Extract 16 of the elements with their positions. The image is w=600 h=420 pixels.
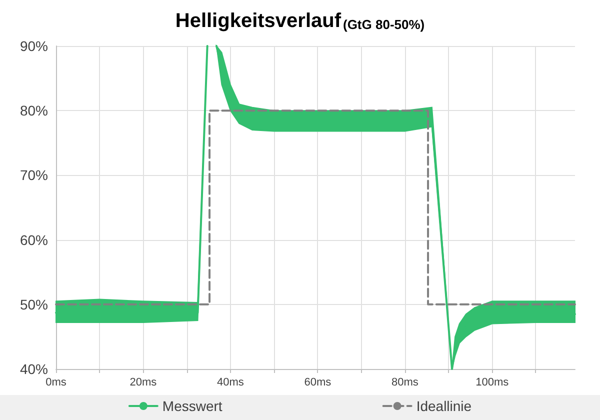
- legend-label: Ideallinie: [416, 398, 472, 414]
- x-tick-label: 60ms: [304, 376, 332, 388]
- chart-title: Helligkeitsverlauf: [175, 10, 342, 32]
- y-tick-label: 70%: [20, 167, 48, 184]
- x-tick-label: 20ms: [130, 376, 158, 388]
- x-tick-label: 40ms: [217, 376, 244, 388]
- y-tick-label: 50%: [20, 296, 48, 312]
- y-tick-label: 90%: [20, 38, 48, 54]
- x-tick-label: 100ms: [476, 376, 510, 388]
- legend-label: Messwert: [162, 398, 222, 414]
- y-tick-label: 80%: [20, 102, 48, 119]
- y-tick-label: 40%: [20, 361, 48, 377]
- x-tick-label: 0ms: [46, 376, 67, 388]
- chart-subtitle: (GtG 80-50%): [342, 17, 425, 32]
- y-tick-label: 60%: [20, 232, 48, 248]
- x-tick-label: 80ms: [391, 376, 419, 388]
